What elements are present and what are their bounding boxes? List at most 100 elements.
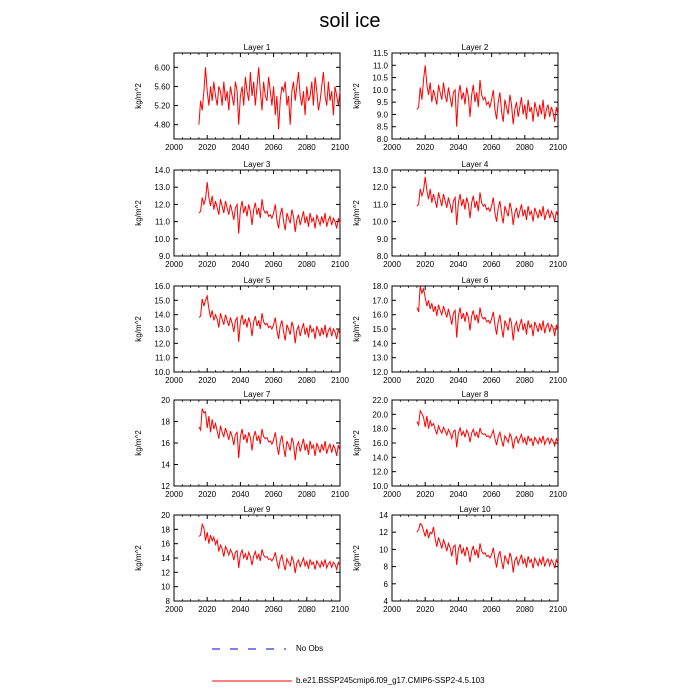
panel-title: Layer 1	[244, 43, 271, 52]
y-tick-label: 11.0	[155, 354, 171, 363]
y-tick-label: 12.0	[372, 183, 388, 192]
x-tick-label: 2020	[198, 376, 216, 385]
y-tick-label: 12.0	[372, 368, 388, 377]
x-tick-label: 2080	[298, 143, 316, 152]
y-tick-label: 14.0	[154, 311, 170, 320]
x-tick-label: 2080	[516, 143, 534, 152]
x-tick-label: 2080	[298, 260, 316, 269]
x-tick-label: 2000	[383, 605, 401, 614]
x-tick-label: 2000	[383, 143, 401, 152]
y-tick-label: 14.0	[372, 453, 388, 462]
y-tick-label: 10	[379, 545, 388, 554]
x-tick-label: 2000	[383, 260, 401, 269]
y-tick-label: 8	[166, 597, 171, 606]
x-tick-label: 2060	[483, 605, 501, 614]
x-tick-label: 2100	[549, 260, 567, 269]
x-tick-label: 2000	[165, 605, 183, 614]
x-tick-label: 2100	[549, 605, 567, 614]
panel-4: Layer 4 kg/m^2 2000 2020 2040 2060 2080 2100 8.0…	[352, 160, 567, 269]
series-line	[416, 522, 559, 573]
y-tick-label: 11.0	[373, 200, 389, 209]
y-axis-label: kg/m^2	[352, 83, 361, 109]
y-tick-label: 10.0	[154, 368, 170, 377]
series-line	[198, 522, 341, 574]
x-tick-label: 2100	[331, 143, 349, 152]
y-tick-label: 9.5	[377, 98, 389, 107]
panel-10: Layer 10 kg/m^2 2000 2020 2040 2060 2080 2100 4 6…	[352, 505, 567, 614]
x-tick-label: 2020	[416, 605, 434, 614]
y-axis-label: kg/m^2	[352, 430, 361, 456]
y-axis-label: kg/m^2	[352, 545, 361, 571]
y-tick-label: 10.0	[154, 235, 170, 244]
x-tick-label: 2040	[450, 376, 468, 385]
x-tick-label: 2080	[298, 605, 316, 614]
x-tick-label: 2040	[450, 605, 468, 614]
plot-frame	[173, 285, 341, 373]
panel-7: Layer 7 kg/m^2 2000 2020 2040 2060 2080 2100 12 1…	[134, 390, 349, 499]
y-tick-label: 11.5	[373, 49, 389, 58]
y-tick-label: 22.0	[372, 396, 388, 405]
x-tick-label: 2060	[265, 260, 283, 269]
y-tick-label: 14.0	[372, 339, 388, 348]
y-tick-label: 20	[161, 396, 170, 405]
y-tick-label: 13.0	[154, 325, 170, 334]
x-tick-label: 2060	[265, 376, 283, 385]
y-tick-label: 17.0	[372, 296, 388, 305]
plot-frame	[391, 399, 559, 487]
x-tick-label: 2020	[416, 143, 434, 152]
y-tick-label: 13.0	[154, 183, 170, 192]
x-tick-label: 2080	[516, 260, 534, 269]
plot-frame	[391, 285, 559, 373]
y-tick-label: 12.0	[154, 200, 170, 209]
panel-1: Layer 1 kg/m^2 2000 2020 2040 2060 2080 2100 4.8…	[134, 43, 349, 152]
x-tick-label: 2100	[331, 605, 349, 614]
x-tick-label: 2000	[165, 260, 183, 269]
y-tick-label: 16	[161, 439, 170, 448]
x-tick-label: 2080	[516, 605, 534, 614]
series-line	[416, 409, 559, 449]
legend-obs-label: No Obs	[296, 644, 324, 653]
x-tick-label: 2080	[298, 376, 316, 385]
y-tick-label: 20	[161, 511, 170, 520]
panel-title: Layer 5	[244, 276, 271, 285]
plot-frame	[391, 169, 559, 257]
x-tick-label: 2100	[549, 143, 567, 152]
x-tick-label: 2020	[198, 143, 216, 152]
y-tick-label: 12.0	[154, 339, 170, 348]
y-axis-label: kg/m^2	[134, 200, 143, 226]
y-tick-label: 15.0	[154, 296, 170, 305]
y-tick-label: 13.0	[372, 166, 388, 175]
panel-title: Layer 10	[459, 505, 491, 514]
y-tick-label: 18	[161, 418, 170, 427]
y-tick-label: 18	[161, 525, 170, 534]
legend-model-label: b.e21.BSSP245cmip6.f09_g17.CMIP6-SSP2-4.…	[296, 676, 485, 685]
y-tick-label: 10.0	[372, 482, 388, 491]
y-tick-label: 4	[384, 597, 389, 606]
x-tick-label: 2100	[331, 376, 349, 385]
y-tick-label: 16.0	[154, 282, 170, 291]
x-tick-label: 2000	[165, 490, 183, 499]
y-tick-label: 14.0	[154, 166, 170, 175]
series-line	[198, 181, 341, 234]
y-tick-label: 10.0	[372, 86, 388, 95]
y-tick-label: 12.0	[372, 468, 388, 477]
y-tick-label: 9.0	[377, 110, 389, 119]
y-tick-label: 15.0	[372, 325, 388, 334]
x-tick-label: 2000	[165, 376, 183, 385]
x-tick-label: 2100	[549, 490, 567, 499]
x-tick-label: 2020	[416, 376, 434, 385]
panel-2: Layer 2 kg/m^2 2000 2020 2040 2060 2080 2100 8.0…	[352, 43, 567, 152]
y-tick-label: 16.0	[372, 311, 388, 320]
plot-frame	[391, 52, 559, 140]
x-tick-label: 2000	[383, 376, 401, 385]
x-tick-label: 2020	[198, 490, 216, 499]
y-tick-label: 13.0	[372, 354, 388, 363]
y-tick-label: 8.5	[377, 123, 389, 132]
y-tick-label: 8.0	[377, 252, 389, 261]
x-tick-label: 2040	[450, 260, 468, 269]
y-axis-label: kg/m^2	[134, 316, 143, 342]
panel-title: Layer 2	[462, 43, 489, 52]
y-tick-label: 14	[379, 511, 388, 520]
y-tick-label: 5.60	[154, 82, 170, 91]
x-tick-label: 2000	[383, 490, 401, 499]
